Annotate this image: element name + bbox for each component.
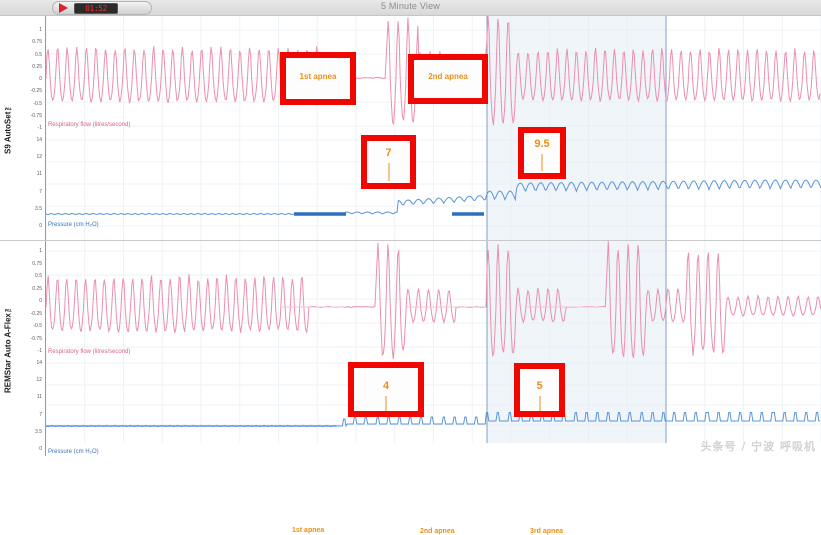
y-tick-label-pressure: 11 [36,171,42,178]
y-tick-label-flow: -0.75 [30,335,42,342]
highlight-label-apnea-2-top: 2nd apnea [428,72,468,81]
flow-signal-caption-top: Respiratory flow (litres/second) [48,122,131,128]
y-tick-label-flow: 1 [39,248,42,254]
y-tick-label-flow: -0.5 [33,100,42,107]
playback-time-readout: 01:52 [74,2,118,14]
y-axis-top: 1 0.75 0.5 0.25 0 -0.25 -0.5 -0.75 -1 14 12 11 7 3.5 0 [16,16,46,240]
y-tick-label-pressure: 12 [36,377,42,384]
pressure-value-4: 4 [382,380,390,392]
plot-area-top[interactable] [46,16,821,240]
apnea-annotation-1-bottom: 1st apnea [292,527,325,534]
y-tick-label-pressure: 3.5 [35,428,42,435]
highlight-box-pressure-value-top-2[interactable]: 9.5 [518,127,566,179]
y-tick-label-flow: 0.75 [32,39,42,46]
y-tick-label-flow: -0.75 [30,112,42,119]
y-tick-label-pressure: 0 [39,223,42,229]
pointer-tick-icon [539,396,540,411]
watermark: 头条号 / 宁波 呼吸机 [700,440,816,453]
apnea-annotation-3-bottom: 3rd apnea [530,528,564,535]
y-tick-label-flow: 1 [39,27,42,33]
y-tick-label-pressure: 3.5 [35,205,42,212]
pressure-value-5: 5 [536,380,543,392]
y-tick-label-pressure: 11 [36,394,42,401]
pointer-tick-icon [388,163,389,181]
y-axis-bottom: 1 0.75 0.5 0.25 0 -0.25 -0.5 -0.75 -1 14 12 11 7 3.5 0 [16,241,46,456]
playback-control[interactable]: 01:52 [52,1,152,15]
pointer-tick-icon [541,154,543,171]
signal-traces-bottom [46,241,821,443]
pointer-tick-icon [385,396,387,411]
y-tick-label-pressure: 14 [36,137,42,143]
highlight-label-apnea-1-top: 1st apnea [299,72,337,81]
panel-remstar-auto-aflex: REMStar Auto A-Flex™ 1 0.75 0.5 0.25 0 -0.25 -… [0,240,821,535]
y-tick-label-pressure: 14 [36,360,42,366]
plot-area-bottom[interactable] [46,241,821,456]
device-label-bottom: REMStar Auto A-Flex™ [0,241,16,456]
y-tick-label-flow: 0.25 [32,285,42,292]
y-tick-label-flow: 0.25 [32,63,42,70]
highlight-box-pressure-value-bottom-1[interactable]: 4 [348,362,424,417]
y-tick-label-pressure: 0 [39,446,42,452]
device-label-top: S9 AutoSet™ [0,16,16,240]
flow-signal-caption-bottom: Respiratory flow (litres/second) [48,349,131,355]
y-tick-label-flow: 0 [39,76,42,82]
y-tick-label-flow: 0 [39,298,42,304]
y-tick-label-pressure: 12 [36,154,42,161]
page-title: 5 Minute View [381,1,440,11]
y-tick-label-pressure: 7 [39,188,42,195]
pressure-signal-caption-bottom: Pressure (cm H₂O) [48,449,99,455]
window-title-bar: 5 Minute View 01:52 [0,0,821,16]
y-tick-label-flow: 0.5 [35,51,42,58]
y-tick-label-flow: 0.75 [32,260,42,267]
highlight-box-apnea-2-top[interactable]: 2nd apnea [408,54,488,104]
y-tick-label-flow: -0.25 [30,310,42,317]
play-icon[interactable] [57,3,71,13]
y-tick-label-flow: -1 [37,125,42,131]
y-tick-label-flow: -0.25 [30,88,42,95]
y-tick-label-flow: -1 [37,348,42,354]
pressure-value-9-5: 9.5 [534,138,550,150]
y-tick-label-flow: -0.5 [33,323,42,329]
pressure-value-7: 7 [385,147,392,159]
y-tick-label-flow: 0.5 [35,273,42,279]
highlight-box-apnea-1-top[interactable]: 1st apnea [280,52,356,105]
panel-s9-autoset: S9 AutoSet™ 1 0.75 0.5 0.25 0 -0.25 -0.5 -0.75 -… [0,16,821,240]
highlight-box-pressure-value-bottom-2[interactable]: 5 [514,363,565,417]
signal-traces-top [46,16,821,240]
highlight-box-pressure-value-top-1[interactable]: 7 [361,135,416,189]
y-tick-label-pressure: 7 [39,411,42,418]
pressure-signal-caption-top: Pressure (cm H₂O) [48,222,99,228]
apnea-annotation-2-bottom: 2nd apnea [420,528,455,535]
